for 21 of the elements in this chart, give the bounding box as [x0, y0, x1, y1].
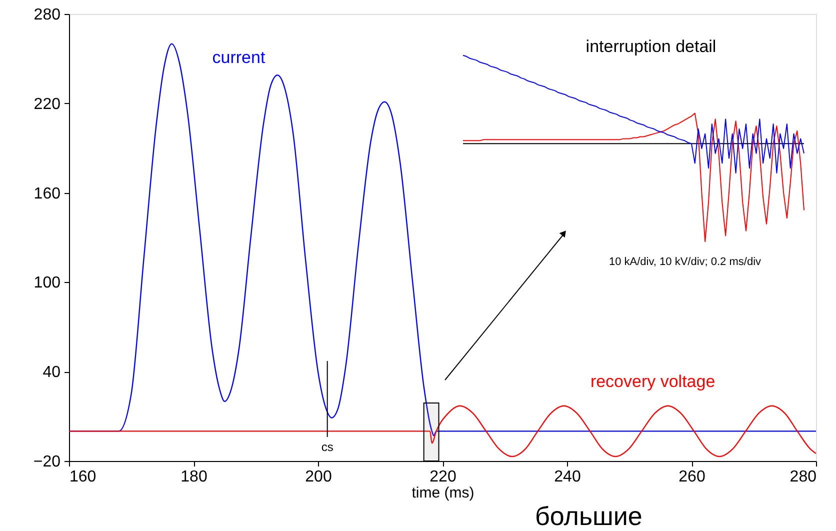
x-tick-label: 160	[70, 468, 96, 486]
y-tick-label: 160	[34, 185, 61, 202]
ref-line-label: cs	[321, 440, 334, 454]
y-tick-label: 40	[42, 364, 61, 382]
line-series	[68, 405, 817, 458]
x-tick-label: 180	[180, 468, 208, 486]
y-tick-label: 220	[34, 96, 61, 113]
x-tick-label: 260	[678, 468, 706, 486]
x-tick-label: 220	[430, 468, 456, 486]
text: большие	[535, 501, 642, 531]
x-tick-label: 200	[305, 468, 332, 486]
annotation: 10 kA/div, 10 kV/div; 0.2 ms/div	[608, 256, 762, 268]
x-tick-label: 240	[554, 468, 581, 486]
y-tick-label: 280	[34, 6, 61, 24]
y-tick-label: −20	[33, 454, 61, 470]
series-label: current	[212, 48, 266, 67]
chart-title: interruption detail	[586, 37, 716, 56]
series-label: recovery voltage	[590, 372, 716, 391]
x-tick-label: 280	[790, 468, 817, 486]
x-axis-title: time (ms)	[412, 484, 474, 502]
y-tick-label: 100	[34, 274, 61, 292]
